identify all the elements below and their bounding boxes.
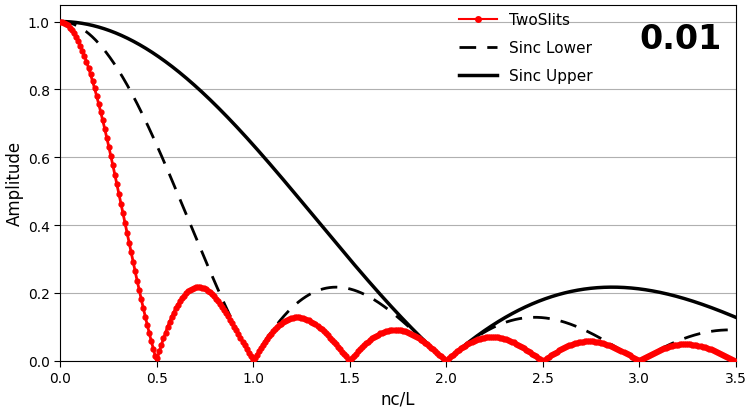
TwoSlits [559, 345, 569, 350]
Sinc Lower [178, 204, 187, 209]
Sinc Upper [559, 291, 569, 296]
Y-axis label: Amplitude: Amplitude [5, 141, 23, 226]
Sinc Lower [461, 343, 470, 348]
Sinc Lower [56, 20, 65, 25]
TwoSlits [495, 335, 504, 340]
TwoSlits [461, 344, 470, 349]
Line: Sinc Lower: Sinc Lower [60, 22, 735, 361]
Sinc Lower [495, 323, 504, 328]
Sinc Upper [495, 319, 504, 324]
TwoSlits [611, 346, 620, 351]
Sinc Lower [635, 358, 644, 363]
Sinc Upper [731, 315, 740, 320]
TwoSlits [56, 20, 65, 25]
TwoSlits [178, 295, 187, 300]
Sinc Upper [56, 20, 65, 25]
Line: TwoSlits: TwoSlits [60, 22, 735, 361]
Text: 0.01: 0.01 [640, 23, 722, 56]
Sinc Upper [178, 74, 187, 78]
X-axis label: nc/L: nc/L [381, 389, 415, 408]
TwoSlits [314, 324, 323, 329]
Sinc Lower [314, 288, 323, 293]
Sinc Lower [611, 344, 620, 349]
Sinc Lower [559, 320, 569, 325]
Sinc Upper [441, 358, 450, 363]
Sinc Upper [461, 342, 470, 347]
Line: Sinc Upper: Sinc Upper [60, 22, 735, 361]
Sinc Upper [611, 285, 620, 290]
TwoSlits [731, 358, 740, 363]
Sinc Upper [314, 219, 323, 224]
Sinc Lower [731, 328, 740, 333]
Legend: TwoSlits, Sinc Lower, Sinc Upper: TwoSlits, Sinc Lower, Sinc Upper [459, 13, 593, 84]
